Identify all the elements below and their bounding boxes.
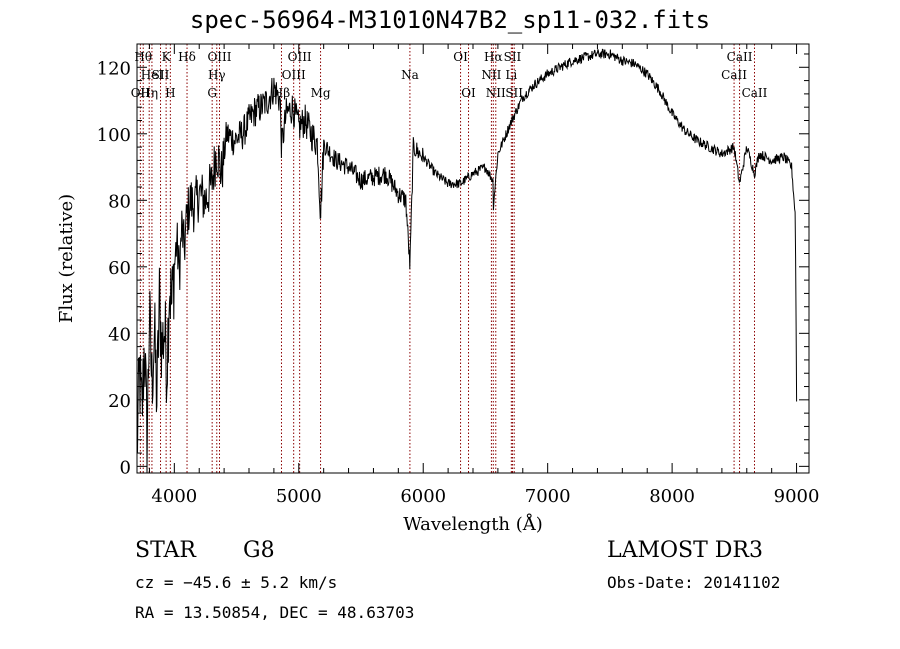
line-label: OII bbox=[131, 86, 151, 100]
coordinates-readout: RA = 13.50854, DEC = 48.63703 bbox=[135, 603, 415, 622]
line-label: Hδ bbox=[178, 50, 196, 64]
line-label: OI bbox=[461, 86, 476, 100]
line-label: G bbox=[207, 86, 217, 100]
object-class: STAR bbox=[135, 538, 196, 563]
y-axis-label: Flux (relative) bbox=[56, 194, 77, 323]
plot-frame bbox=[136, 43, 810, 474]
line-label: OI bbox=[453, 50, 468, 64]
y-tick-label: 20 bbox=[108, 391, 131, 412]
y-tick-label: 100 bbox=[97, 125, 131, 146]
x-axis-label: Wavelength (Å) bbox=[403, 513, 543, 535]
line-label: CaII bbox=[742, 86, 768, 100]
line-label: HeI bbox=[141, 68, 164, 82]
x-tick-label: 7000 bbox=[525, 486, 571, 507]
line-label: SII bbox=[505, 86, 523, 100]
object-subclass: G8 bbox=[243, 538, 275, 563]
x-tick-label: 4000 bbox=[151, 486, 197, 507]
observation-date: Obs-Date: 20141102 bbox=[607, 573, 781, 592]
line-label: K bbox=[162, 50, 172, 64]
line-label: OIII bbox=[207, 50, 231, 64]
y-tick-label: 120 bbox=[97, 58, 131, 79]
x-tick-label: 6000 bbox=[400, 486, 446, 507]
survey-name: LAMOST DR3 bbox=[607, 538, 763, 563]
y-tick-label: 40 bbox=[108, 324, 131, 345]
redshift-readout: cz = −45.6 ± 5.2 km/s bbox=[135, 573, 338, 592]
line-label: OIII bbox=[288, 50, 312, 64]
x-tick-label: 9000 bbox=[774, 486, 820, 507]
line-label: CaII bbox=[721, 68, 747, 82]
line-label: Na bbox=[401, 68, 419, 82]
x-tick-label: 5000 bbox=[276, 486, 322, 507]
line-label: Hθ bbox=[134, 50, 152, 64]
y-tick-label: 60 bbox=[108, 258, 131, 279]
line-label: SII bbox=[152, 68, 170, 82]
line-label: NII bbox=[486, 86, 506, 100]
line-label: SII bbox=[504, 50, 522, 64]
y-tick-label: 0 bbox=[120, 457, 131, 478]
line-label: Hη bbox=[140, 86, 158, 100]
spectrum-line bbox=[136, 48, 798, 474]
line-label: H bbox=[165, 86, 175, 100]
line-label: CaII bbox=[727, 50, 753, 64]
y-tick-label: 80 bbox=[108, 191, 131, 212]
chart-title: spec-56964-M31010N47B2_sp11-032.fits bbox=[189, 6, 711, 34]
line-label: Hα bbox=[484, 50, 503, 64]
x-tick-label: 8000 bbox=[649, 486, 695, 507]
line-label: Hγ bbox=[208, 68, 226, 82]
line-label: NII bbox=[481, 68, 501, 82]
line-label: Li bbox=[505, 68, 517, 82]
line-label: OIII bbox=[282, 68, 306, 82]
line-label: Mg bbox=[311, 86, 331, 100]
line-label: Hβ bbox=[273, 86, 290, 100]
